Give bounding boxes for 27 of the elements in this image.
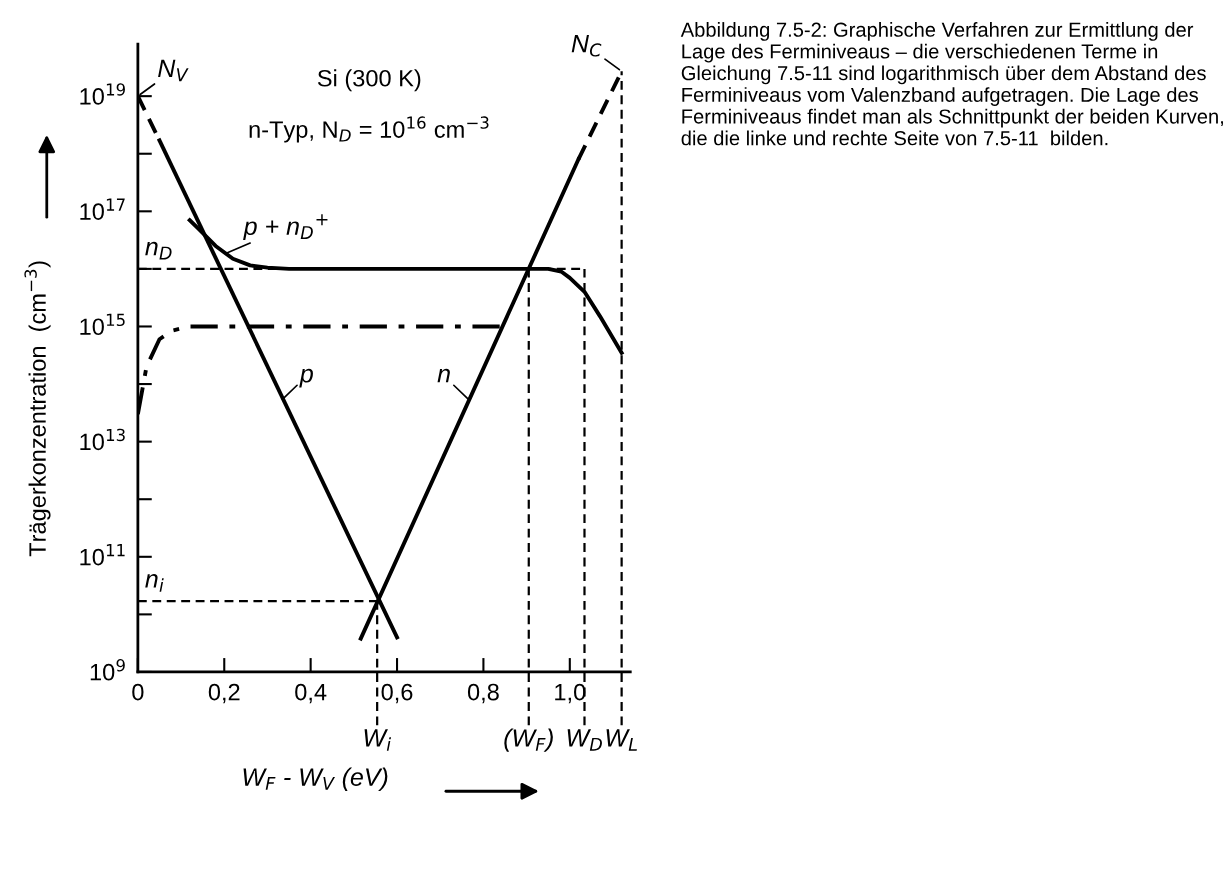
y-tick-label: 10$^{19}$ [80,83,125,105]
ref-line-label: W$_{i}$ [364,729,392,751]
x-tick-label: 0,4 [295,683,327,704]
ref-line-label: n$_{D}$ [145,241,172,260]
ref-line-label: W$_{D}$ [567,729,602,751]
y-tick-label: 10$^{11}$ [80,544,125,566]
ref-line-label: n$_{i}$ [145,574,164,592]
y-tick-label: 10$^{9}$ [90,659,125,681]
annotation: n [437,368,450,383]
y-tick-label: 10$^{17}$ [80,198,125,220]
annotation: p + n$_{D}$$^{+}$ [243,214,328,241]
ref-line-label: W$_{L}$ [606,729,637,751]
text: n-Typ, N$_{D}$ = 10$^{16}$ cm$^{−3}$ [249,116,489,143]
annotation: p [299,368,313,388]
ref-line-label: (W$_{F}$) [504,728,553,752]
annotation: N$_{V}$ [158,59,189,82]
text: Si (300 K) [317,69,421,92]
x-tick-label: 0,8 [467,683,499,704]
y-tick-label: 10$^{13}$ [80,428,125,451]
x-tick-label: 0,2 [208,683,240,704]
text: Abbildung 7.5-2: Graphische Verfahren zur Ermittlung der Lage des Ferminiveaus – die verschiedenen Terme in Gleichung 7.5-11 sind logarithmisch über dem Abstand des Ferminiveaus vom Valenzband aufgetragen. Die Lage des Ferminiveaus findet man als Schnittpunkt der beiden Kurven, die die linke und rechte Seite von 7.5-11 bilden. [680,22,1223,146]
y-axis-title: Trägerkonzentration (cm$^{−3}$) [24,261,51,557]
x-tick-label: 0 [132,683,144,701]
x-axis-title: W$_{F}$ - W$_{V}$ (eV) [243,767,388,791]
y-tick-label: 10$^{15}$ [80,313,125,336]
annotation: N$_{C}$ [571,34,602,57]
x-tick-label: 0,6 [381,683,413,704]
